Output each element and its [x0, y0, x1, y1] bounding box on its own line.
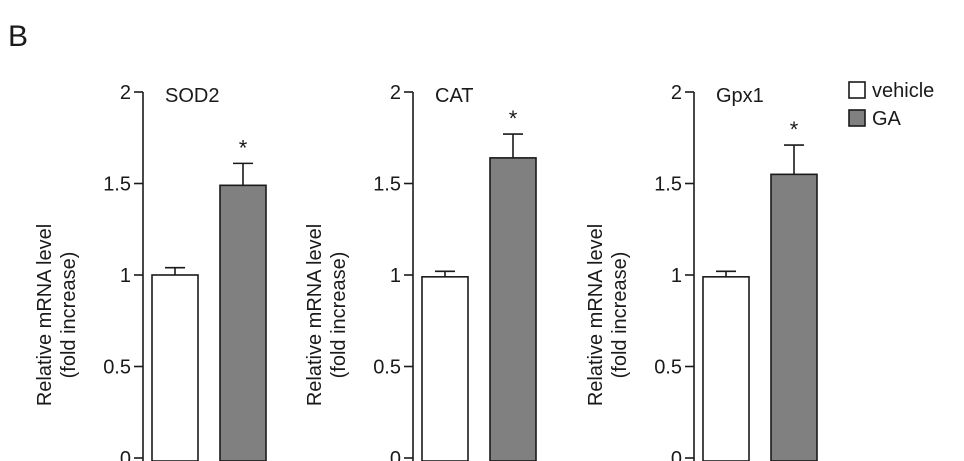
y-tick-label: 0.5 — [373, 357, 401, 379]
chart-gpx1: 0 0.5 1 1.5 2 Relative mRNA level (fold increa… — [585, 82, 818, 461]
legend-label-vehicle: vehicle — [872, 80, 934, 102]
y-tick-label: 1.5 — [103, 174, 131, 196]
chart-title: Gpx1 — [716, 85, 764, 107]
y-tick-label: 2 — [671, 82, 682, 104]
significance-marker: * — [790, 117, 799, 142]
y-axis-label: Relative mRNA level (fold increase) — [304, 224, 350, 406]
y-tick-label: 0.5 — [103, 357, 131, 379]
error-bar-vehicle — [165, 266, 185, 275]
y-tick-label: 0 — [390, 448, 401, 461]
error-bar-vehicle — [716, 270, 736, 277]
legend-item-vehicle: vehicle — [848, 80, 934, 102]
y-tick-label: 1.5 — [373, 174, 401, 196]
bar-ga — [770, 173, 818, 461]
y-axis-label-line: (fold increase) — [609, 252, 631, 379]
chart-sod2: 0 0.5 1 1.5 2 Relative mRNA level (fold increa… — [34, 82, 267, 461]
chart-title: CAT — [435, 85, 474, 107]
chart-title: SOD2 — [165, 85, 219, 107]
y-axis-label-line: Relative mRNA level — [34, 224, 56, 406]
bar-ga — [489, 157, 537, 461]
significance-marker: * — [509, 106, 518, 131]
y-tick-label: 2 — [390, 82, 401, 104]
bar-ga — [219, 184, 267, 461]
y-axis-label-line: (fold increase) — [58, 252, 80, 379]
panel-label: B — [8, 20, 28, 53]
y-tick-label: 0 — [120, 448, 131, 461]
y-tick-label: 1 — [390, 265, 401, 287]
bar-vehicle — [421, 276, 469, 461]
legend-label-ga: GA — [872, 108, 902, 130]
legend: vehicle GA — [848, 80, 934, 130]
bar-vehicle — [151, 274, 199, 461]
y-tick-label: 2 — [120, 82, 131, 104]
y-tick-label: 1 — [671, 265, 682, 287]
bar-vehicle — [702, 276, 750, 461]
y-tick-label: 1.5 — [654, 174, 682, 196]
error-bar-ga — [503, 133, 523, 158]
error-bar-ga — [233, 162, 253, 186]
y-tick-label: 0 — [671, 448, 682, 461]
legend-swatch-ga — [848, 109, 866, 127]
y-axis-label: Relative mRNA level (fold increase) — [34, 224, 80, 406]
chart-cat: 0 0.5 1 1.5 2 Relative mRNA level (fold increa… — [304, 82, 537, 461]
legend-swatch-vehicle — [848, 81, 866, 99]
significance-marker: * — [239, 135, 248, 160]
y-axis-label: Relative mRNA level (fold increase) — [585, 224, 631, 406]
error-bar-ga — [784, 144, 804, 175]
y-tick-label: 0.5 — [654, 357, 682, 379]
y-tick-label: 1 — [120, 265, 131, 287]
y-axis-label-line: Relative mRNA level — [585, 224, 607, 406]
error-bar-vehicle — [435, 270, 455, 277]
y-axis-label-line: Relative mRNA level — [304, 224, 326, 406]
legend-item-ga: GA — [848, 108, 902, 130]
y-axis-label-line: (fold increase) — [328, 252, 350, 379]
